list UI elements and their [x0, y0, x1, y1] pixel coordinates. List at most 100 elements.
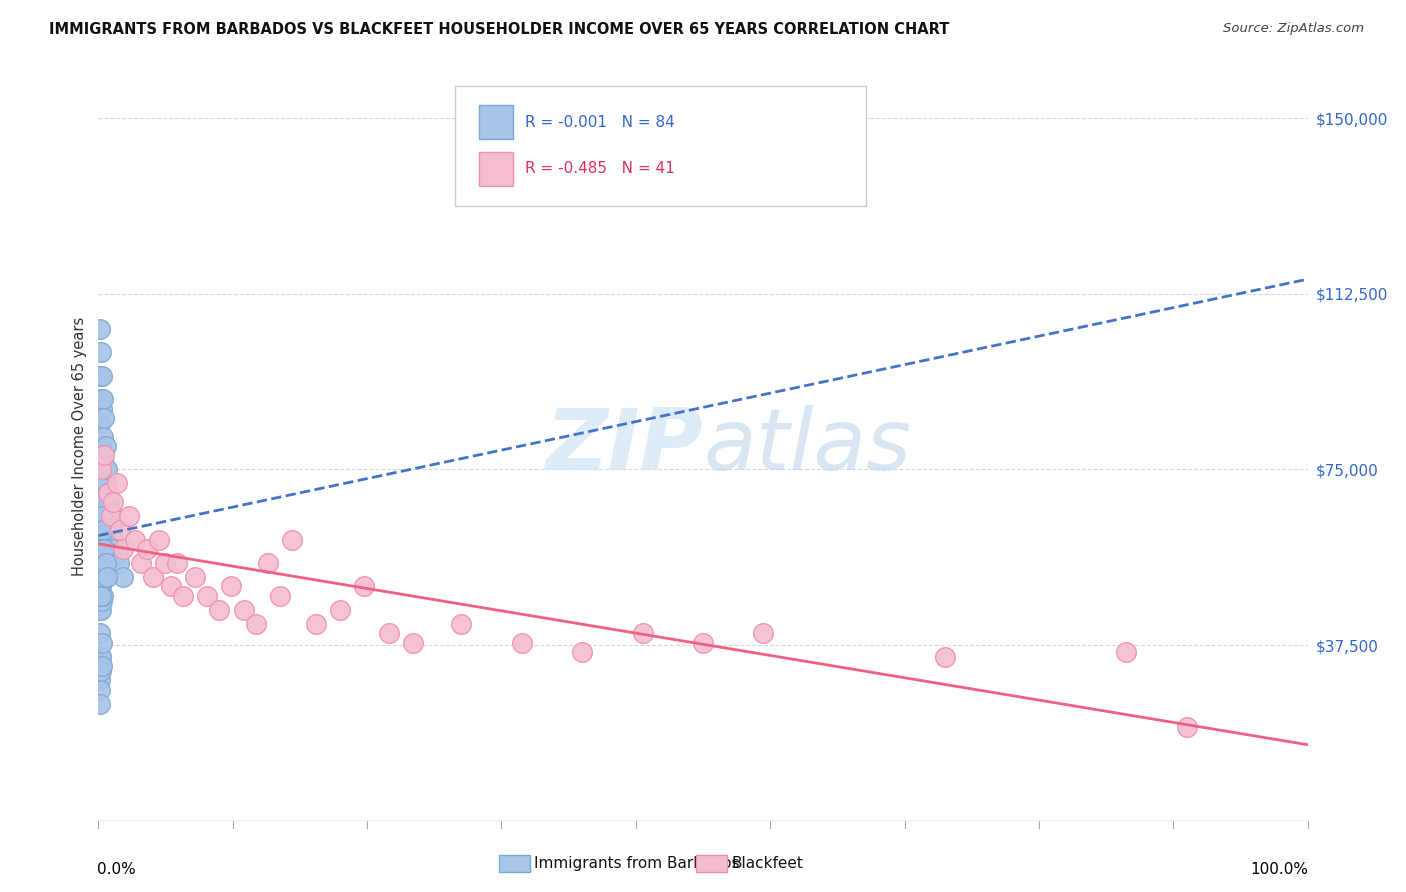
Point: [631, 626, 654, 640]
Point: [89, 603, 111, 617]
Point: [89, 542, 111, 557]
Point: [90, 509, 112, 524]
Point: [153, 556, 176, 570]
Point: [97, 485, 120, 500]
Point: [89, 368, 111, 383]
Point: [97, 523, 120, 537]
Point: [91, 368, 114, 383]
Point: [93, 542, 115, 557]
Point: [90, 580, 112, 594]
Point: [90, 476, 112, 491]
Point: [90, 664, 112, 678]
Point: [232, 603, 254, 617]
Point: [89, 509, 111, 524]
Point: [89, 523, 111, 537]
Text: 100.0%: 100.0%: [1251, 862, 1309, 877]
Point: [269, 589, 291, 603]
Point: [353, 580, 375, 594]
Point: [402, 635, 425, 649]
Point: [100, 505, 122, 519]
Y-axis label: Householder Income Over 65 years: Householder Income Over 65 years: [72, 317, 87, 575]
Point: [89, 570, 111, 584]
Point: [94, 556, 117, 570]
FancyBboxPatch shape: [479, 152, 513, 186]
Point: [89, 533, 111, 547]
Point: [101, 533, 124, 547]
Point: [91, 392, 114, 407]
Point: [108, 556, 131, 570]
Point: [89, 416, 111, 430]
Point: [118, 509, 141, 524]
Point: [90, 495, 112, 509]
Point: [91, 449, 114, 463]
Point: [160, 580, 183, 594]
Point: [172, 589, 194, 603]
Text: ZIP: ZIP: [546, 404, 703, 488]
Text: Blackfeet: Blackfeet: [731, 856, 803, 871]
Point: [91, 523, 114, 537]
Point: [692, 635, 714, 649]
Point: [90, 345, 112, 359]
Point: [89, 697, 111, 711]
Point: [142, 570, 165, 584]
Point: [450, 617, 472, 632]
Point: [101, 495, 124, 509]
Point: [111, 542, 134, 557]
Point: [96, 542, 118, 557]
Text: R = -0.001   N = 84: R = -0.001 N = 84: [526, 115, 675, 130]
Point: [89, 682, 111, 697]
Point: [90, 589, 112, 603]
Point: [105, 547, 128, 561]
Point: [111, 570, 134, 584]
Point: [89, 462, 111, 476]
Point: [93, 458, 115, 472]
Point: [90, 533, 112, 547]
Point: [89, 580, 111, 594]
Point: [91, 659, 114, 673]
Point: [98, 542, 121, 557]
Point: [221, 580, 243, 594]
Point: [571, 645, 593, 659]
Point: [329, 603, 352, 617]
Point: [96, 500, 118, 514]
Point: [91, 523, 114, 537]
Point: [89, 673, 111, 688]
Point: [100, 551, 122, 566]
Point: [94, 476, 117, 491]
Point: [91, 570, 114, 584]
Point: [91, 430, 114, 444]
Point: [166, 556, 188, 570]
Point: [94, 514, 117, 528]
Point: [108, 523, 131, 537]
Text: atlas: atlas: [703, 404, 911, 488]
Point: [89, 556, 111, 570]
Point: [93, 570, 115, 584]
Point: [934, 649, 956, 664]
Text: R = -0.485   N = 41: R = -0.485 N = 41: [526, 161, 675, 177]
Point: [89, 580, 111, 594]
Point: [94, 439, 117, 453]
Point: [91, 547, 114, 561]
Point: [100, 509, 122, 524]
Point: [89, 533, 111, 547]
Point: [100, 518, 122, 533]
Point: [103, 542, 125, 557]
Point: [90, 392, 112, 407]
Point: [98, 495, 121, 509]
Point: [752, 626, 775, 640]
Point: [256, 556, 278, 570]
Point: [91, 485, 114, 500]
Text: Immigrants from Barbados: Immigrants from Barbados: [534, 856, 740, 871]
Point: [90, 462, 112, 476]
Point: [1175, 720, 1198, 734]
Point: [93, 449, 115, 463]
Text: 0.0%: 0.0%: [97, 862, 136, 877]
Point: [135, 542, 157, 557]
Point: [91, 593, 114, 607]
Point: [94, 556, 117, 570]
Point: [245, 617, 267, 632]
Point: [93, 495, 115, 509]
Point: [377, 626, 399, 640]
Point: [91, 542, 114, 557]
Point: [90, 649, 112, 664]
